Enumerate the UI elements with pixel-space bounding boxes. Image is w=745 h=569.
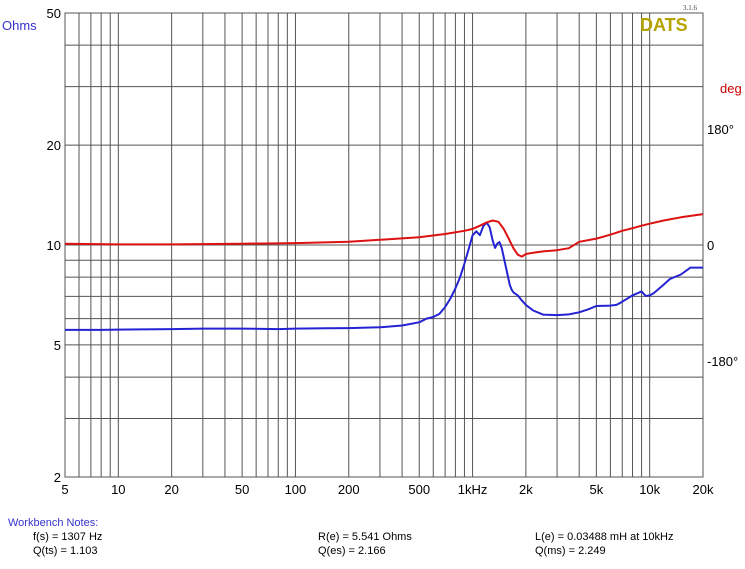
phase-tick-label: 0 (707, 238, 714, 253)
x-tick-label: 2k (519, 482, 533, 497)
phase-tick-labels: 180° 0 -180° (707, 122, 738, 369)
phase-tick-label: 180° (707, 122, 734, 137)
y-tick-label: 50 (47, 6, 61, 21)
x-tick-label: 10k (639, 482, 660, 497)
phase-unit-label: deg (720, 81, 742, 96)
x-tick-label: 100 (285, 482, 307, 497)
note-fs: f(s) = 1307 Hz (33, 531, 103, 543)
x-tick-label: 200 (338, 482, 360, 497)
x-tick-label: 10 (111, 482, 125, 497)
y-axis-label: Ohms (2, 18, 37, 33)
y-tick-label: 20 (47, 138, 61, 153)
series-line-impedance (65, 221, 703, 331)
note-qes: Q(es) = 2.166 (318, 545, 386, 557)
phase-tick-label: -180° (707, 354, 738, 369)
series-lines (64, 213, 704, 331)
y-tick-label: 5 (54, 338, 61, 353)
workbench-notes: Workbench Notes: (8, 517, 98, 529)
impedance-chart: 5 10 20 50 100 200 500 1kHz 2k 5k 10k 20k 25102050 … (2, 4, 742, 497)
plot-frame (64, 12, 704, 478)
note-le: L(e) = 0.03488 mH at 10kHz (535, 531, 674, 543)
note-re: R(e) = 5.541 Ohms (318, 531, 412, 543)
version-label: 3.1.6 (683, 4, 698, 12)
x-tick-label: 5k (589, 482, 603, 497)
x-tick-label: 20 (164, 482, 178, 497)
x-tick-label: 1kHz (458, 482, 488, 497)
y-tick-labels: 2 5 10 20 50 (47, 6, 61, 485)
series-line-phase (64, 213, 704, 258)
note-qts: Q(ts) = 1.103 (33, 545, 98, 557)
x-tick-label: 20k (693, 482, 714, 497)
y-tick-label: 2 (54, 470, 61, 485)
x-tick-label: 50 (235, 482, 249, 497)
grid (65, 13, 703, 477)
y-tick-label: 10 (47, 238, 61, 253)
x-tick-labels: 5 10 20 50 100 200 500 1kHz 2k 5k 10k 20k (61, 482, 714, 497)
dats-logo: DATS (640, 15, 688, 35)
x-tick-label: 500 (408, 482, 430, 497)
x-tick-label: 5 (61, 482, 68, 497)
notes-title: Workbench Notes: (8, 517, 99, 529)
note-qms: Q(ms) = 2.249 (535, 545, 606, 557)
